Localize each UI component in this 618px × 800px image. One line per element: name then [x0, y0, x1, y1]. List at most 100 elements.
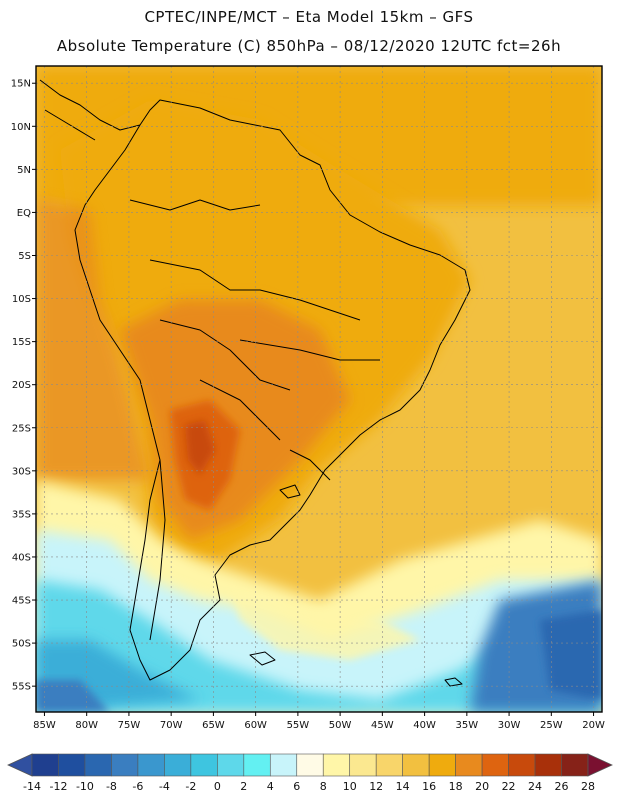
lat-label: 5N [17, 165, 31, 176]
lon-label: 50W [329, 720, 352, 731]
colorbar-tick-label: -4 [159, 780, 170, 793]
border-paraguay [199, 379, 281, 441]
lat-label: EQ [17, 208, 31, 219]
colorbar-tick-label: 20 [475, 780, 489, 793]
field-coldest-sw [36, 680, 110, 712]
colorbar-swatch [164, 753, 192, 777]
field-warm-interior [120, 300, 350, 540]
colorbar-tick-label: 18 [449, 780, 463, 793]
lon-label: 80W [75, 720, 98, 731]
colorbar [7, 753, 613, 777]
lon-label: 45W [371, 720, 394, 731]
lon-label: 75W [118, 720, 141, 731]
colorbar-tick-label: -8 [106, 780, 117, 793]
field-colder-band [36, 580, 602, 712]
lat-label: 10N [11, 122, 31, 133]
lat-label: 55S [12, 682, 31, 693]
lat-label: 40S [12, 552, 31, 563]
colorbar-tick-label: 26 [555, 780, 569, 793]
latitude-labels: 15N 10N 5N EQ 5S 10S 15S 20S 25S 30S 35S 40S 45S 50S 5… [11, 79, 36, 693]
colorbar-under-arrow [7, 753, 33, 777]
lon-label: 60W [244, 720, 267, 731]
colorbar-tick-label: 8 [320, 780, 327, 793]
border-bolivia [159, 319, 291, 391]
lat-label: 5S [18, 251, 31, 262]
colorbar-swatch [269, 753, 298, 777]
lat-label: 35S [12, 509, 31, 520]
lon-label: 70W [160, 720, 183, 731]
lat-label: 15S [12, 337, 31, 348]
lat-label: 15N [11, 79, 31, 90]
lon-label: 55W [287, 720, 310, 731]
colorbar-tick-label: 12 [369, 780, 383, 793]
colorbar-swatch [349, 753, 377, 777]
central-america-coastline [39, 79, 141, 131]
border-chile-argentina [149, 459, 166, 641]
lat-label: 45S [12, 596, 31, 607]
field-pacific-warm [36, 200, 150, 480]
colorbar-tick-label: 0 [214, 780, 221, 793]
colorbar-tick-label: 10 [343, 780, 357, 793]
lat-label: 25S [12, 423, 31, 434]
lat-label: 10S [12, 294, 31, 305]
colorbar-tick-label: 4 [267, 780, 274, 793]
lon-label: 25W [540, 720, 563, 731]
colorbar-swatch [84, 753, 112, 777]
south-america-coastline [74, 99, 471, 681]
colorbar-tick-label: -10 [76, 780, 94, 793]
lon-label: 30W [498, 720, 521, 731]
field-patagonia-pale [230, 590, 420, 660]
colorbar-swatch [561, 753, 589, 777]
border-amazon [149, 259, 361, 321]
border-uruguay [289, 449, 331, 481]
chart-subtitle: Absolute Temperature (C) 850hPa – 08/12/… [56, 37, 562, 55]
border-north [129, 199, 261, 211]
coastlines [39, 79, 471, 687]
map-frame [35, 65, 603, 713]
colorbar-tick-label: -6 [132, 780, 143, 793]
colorbar-tick-label: -14 [23, 780, 41, 793]
colorbar-swatch [428, 753, 456, 777]
colorbar-swatch [31, 753, 59, 777]
colorbar-swatch [243, 753, 271, 777]
colorbar-swatch [190, 753, 218, 777]
lagoon [279, 484, 301, 499]
colorbar-tick-label: 2 [240, 780, 247, 793]
colorbar-swatch [322, 753, 351, 777]
colorbar-tick-label: -2 [185, 780, 196, 793]
colorbar-over-arrow [587, 753, 613, 777]
lon-label: 40W [413, 720, 436, 731]
falkland-islands [249, 651, 276, 666]
border-brazil-states [239, 339, 380, 361]
lon-label: 85W [33, 720, 56, 731]
longitude-labels: 85W 80W 75W 70W 65W 60W 55W 50W 45W 40W 35W 30W 25W 2… [33, 712, 605, 731]
chart-title: CPTEC/INPE/MCT – Eta Model 15km – GFS [144, 8, 474, 26]
colorbar-swatch [402, 753, 430, 777]
colorbar-labels: -14 -12 -10 -8 -6 -4 -2 0 2 4 6 8 10 12 14 16 18 20 22 24 26… [23, 780, 595, 793]
colorbar-swatch [296, 753, 324, 777]
lon-label: 65W [202, 720, 225, 731]
colorbar-swatch [58, 753, 86, 777]
colorbar-swatch [481, 753, 509, 777]
lat-label: 20S [12, 380, 31, 391]
lon-label: 35W [456, 720, 479, 731]
field-coldest-se [540, 610, 602, 700]
lat-label: 50S [12, 639, 31, 650]
lat-label: 30S [12, 466, 31, 477]
colorbar-tick-label: -12 [49, 780, 67, 793]
colorbar-tick-label: 14 [396, 780, 410, 793]
colorbar-swatch [111, 753, 139, 777]
isthmus-coastline [44, 109, 96, 141]
colorbar-swatch [375, 753, 403, 777]
temperature-field [36, 66, 602, 712]
colorbar-tick-label: 24 [528, 780, 542, 793]
colorbar-swatch [217, 753, 245, 777]
colorbar-tick-label: 6 [293, 780, 300, 793]
colorbar-tick-label: 28 [581, 780, 595, 793]
colorbar-swatch [534, 753, 562, 777]
lon-label: 20W [582, 720, 605, 731]
colorbar-swatch [508, 753, 536, 777]
colorbar-tick-label: 22 [502, 780, 516, 793]
field-hottest-core [185, 420, 215, 475]
